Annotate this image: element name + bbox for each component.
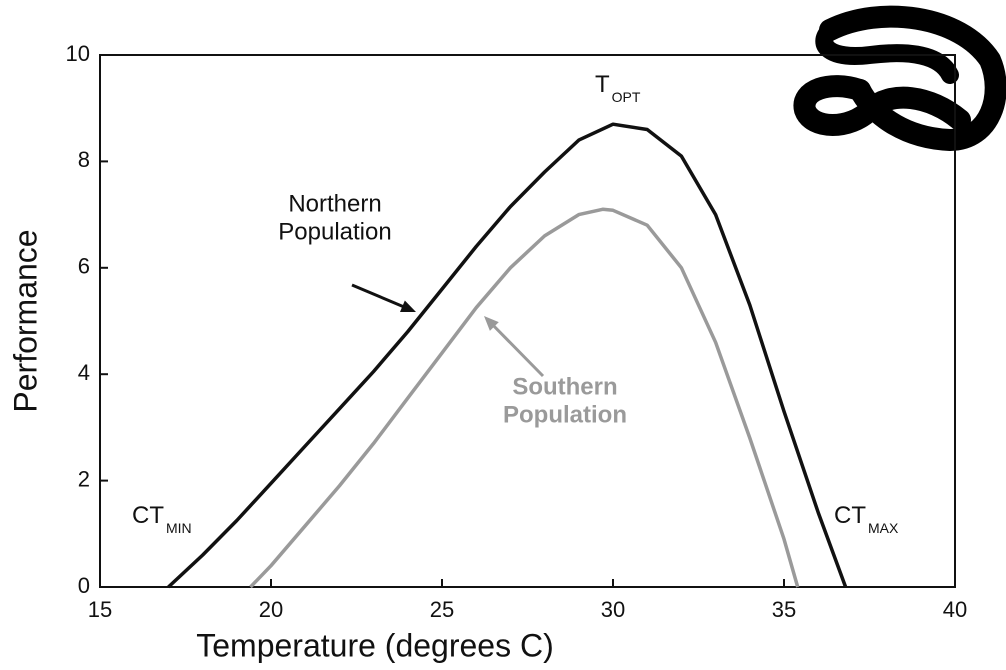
x-tick-label: 30 xyxy=(601,597,625,622)
annotation-subscript: MIN xyxy=(166,520,192,536)
series-label: Population xyxy=(278,218,391,245)
y-tick-label: 4 xyxy=(78,360,90,385)
x-tick-label: 40 xyxy=(943,597,967,622)
label-arrowhead xyxy=(400,300,416,313)
annotation-main: T xyxy=(595,71,610,98)
y-tick-label: 8 xyxy=(78,147,90,172)
annotation-subscript: OPT xyxy=(612,89,641,105)
x-tick-label: 15 xyxy=(88,597,112,622)
label-arrow xyxy=(489,322,545,378)
series-label: Population xyxy=(503,401,627,428)
x-tick-label: 25 xyxy=(430,597,454,622)
x-axis-label: Temperature (degrees C) xyxy=(196,627,553,663)
scribble-stroke xyxy=(793,75,971,136)
series-line xyxy=(249,207,800,589)
series-label: Northern xyxy=(288,190,381,217)
scribble xyxy=(793,5,1006,151)
annotation: T OPT xyxy=(595,71,641,104)
annotation-main: CT xyxy=(834,502,866,529)
plot-frame xyxy=(99,54,956,588)
annotation-main: CT xyxy=(132,502,164,529)
annotation: CT MAX xyxy=(834,502,899,535)
label-arrowhead xyxy=(484,316,499,331)
y-tick-label: 6 xyxy=(78,254,90,279)
series-line xyxy=(167,122,848,589)
series-label: Southern xyxy=(512,373,617,400)
scribble-stroke xyxy=(819,5,1006,151)
y-tick-label: 2 xyxy=(78,466,90,491)
annotation-subscript: MAX xyxy=(868,520,899,536)
x-tick-label: 35 xyxy=(772,597,796,622)
x-tick-label: 20 xyxy=(259,597,283,622)
y-tick-label: 0 xyxy=(78,573,90,598)
label-arrow xyxy=(351,283,408,310)
annotation: CT MIN xyxy=(132,502,192,535)
y-axis-label: Performance xyxy=(7,229,43,412)
scribble-stroke xyxy=(815,21,959,84)
y-tick-label: 10 xyxy=(66,41,90,66)
